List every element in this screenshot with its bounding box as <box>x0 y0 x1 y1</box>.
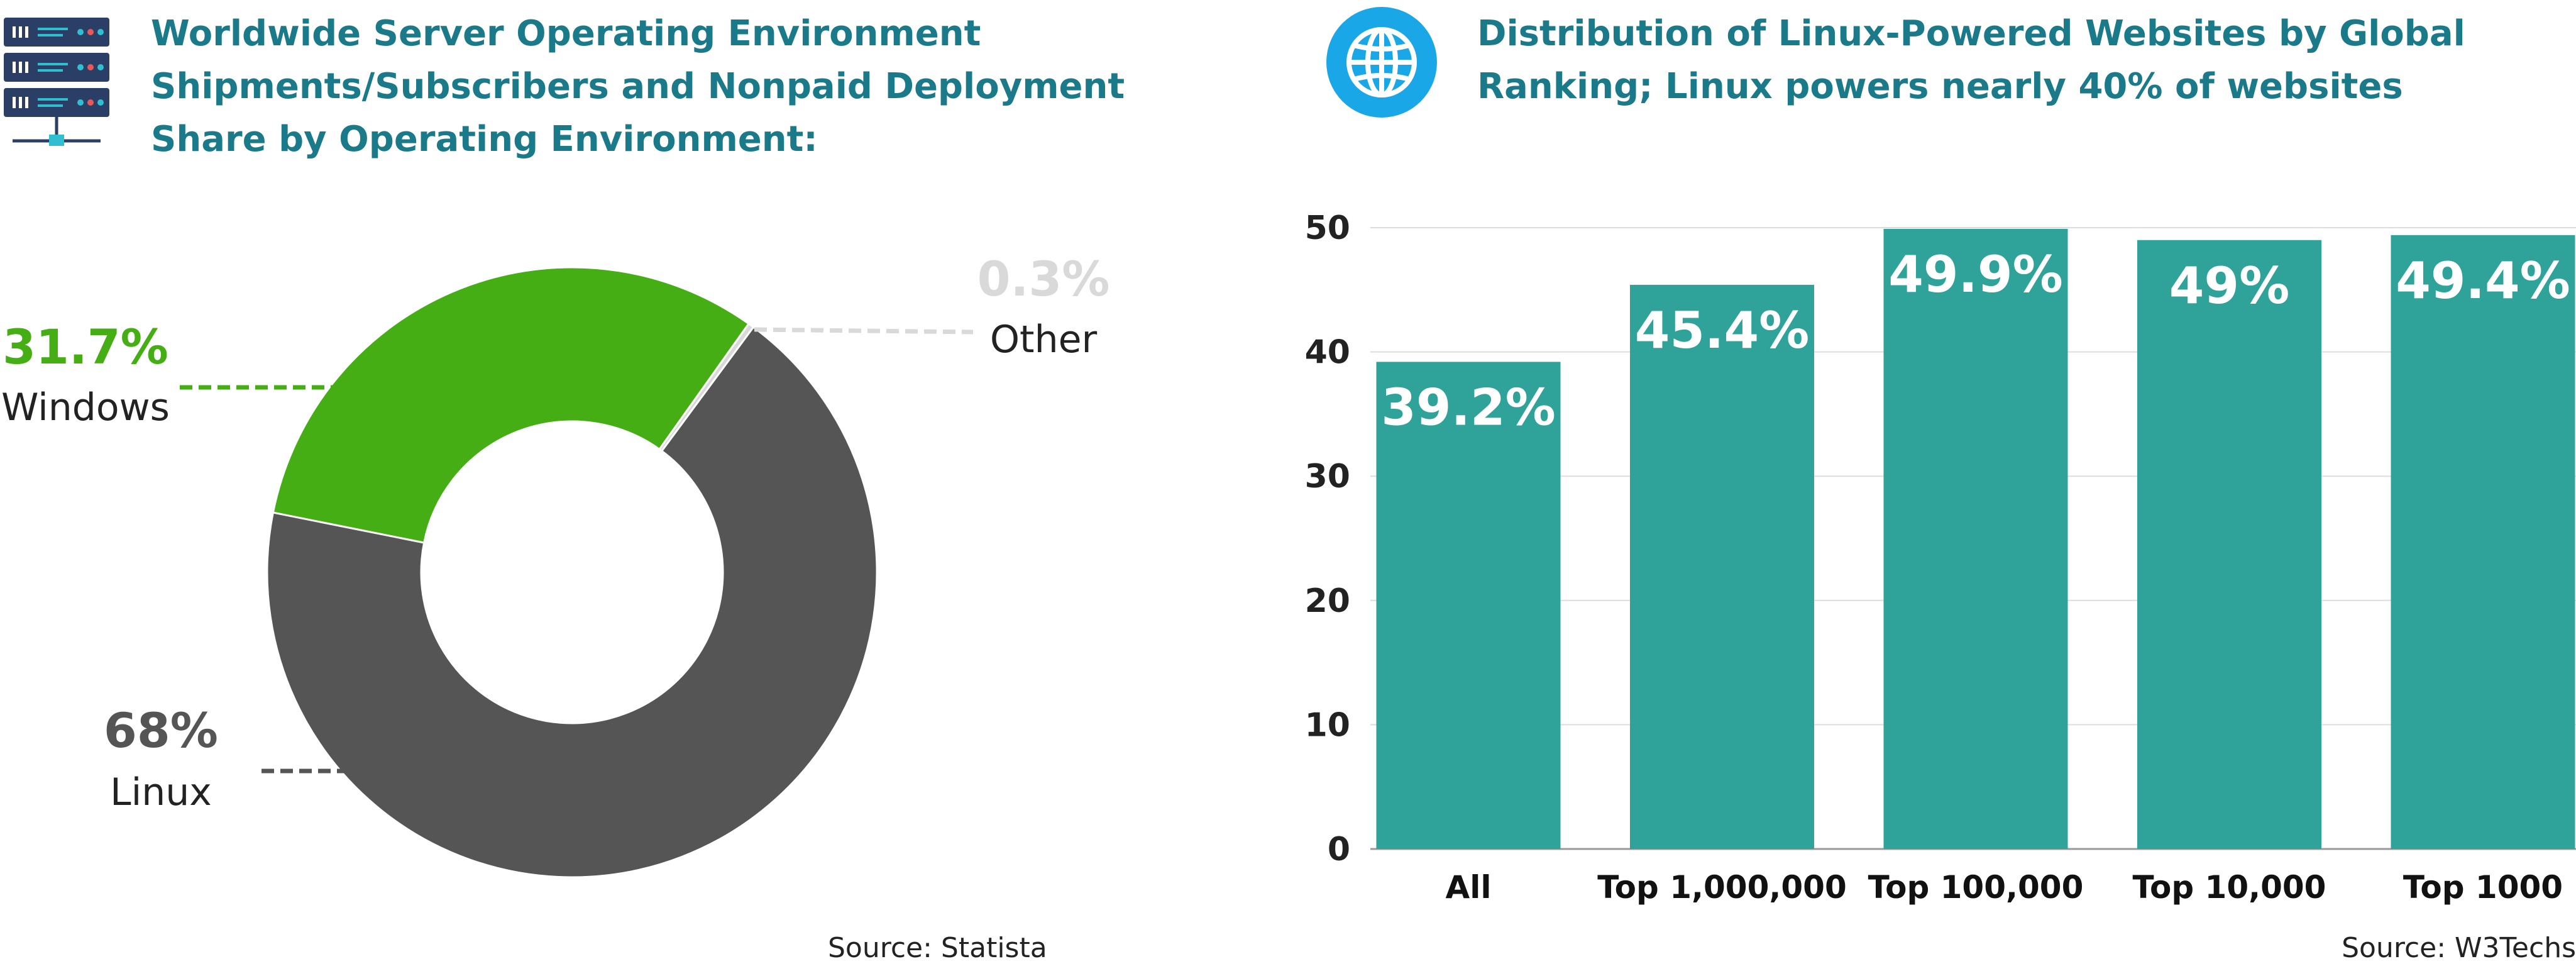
right-title-line-2: Ranking; Linux powers nearly 40% of webs… <box>1477 66 2403 107</box>
donut-slice-windows <box>272 266 751 544</box>
y-tick-label: 0 <box>1328 831 1350 868</box>
bar-data-label: 39.2% <box>1381 378 1556 436</box>
right-title-line-1: Distribution of Linux-Powered Websites b… <box>1477 13 2465 54</box>
x-tick-label: Top 100,000 <box>1868 869 2084 906</box>
globe-icon <box>1326 7 1437 118</box>
bar <box>1376 362 1561 849</box>
server-rack-icon <box>4 18 109 146</box>
bar-data-label: 49% <box>2169 257 2289 315</box>
donut-chart: 68% Linux 31.7% Windows 0.3% Other <box>1 251 1110 879</box>
bar <box>1630 284 1814 849</box>
slice-category-label-linux: Linux <box>110 770 212 814</box>
y-tick-label: 30 <box>1305 458 1350 496</box>
x-tick-label: Top 1,000,000 <box>1597 869 1847 906</box>
bar-data-label: 49.4% <box>2396 252 2570 310</box>
slice-value-label-linux: 68% <box>104 702 218 758</box>
slice-value-label-windows: 31.7% <box>3 319 168 375</box>
left-title-line-1: Worldwide Server Operating Environment <box>151 13 981 54</box>
leader-line-other <box>754 327 974 335</box>
x-tick-label: Top 10,000 <box>2133 869 2326 906</box>
slice-value-label-other: 0.3% <box>977 251 1110 307</box>
y-tick-label: 40 <box>1305 334 1350 372</box>
donut-slice-linux <box>266 326 878 879</box>
slice-category-label-other: Other <box>990 318 1098 362</box>
left-chart-title: Worldwide Server Operating Environment S… <box>151 8 1131 166</box>
bar <box>2137 240 2321 849</box>
x-tick-label: All <box>1446 869 1492 906</box>
y-tick-label: 10 <box>1305 706 1350 744</box>
right-source-note: Source: W3Techs <box>2342 932 2576 964</box>
bar-data-label: 49.9% <box>1888 245 2063 304</box>
right-chart-title: Distribution of Linux-Powered Websites b… <box>1477 8 2546 113</box>
left-title-line-2: Shipments/Subscribers and Nonpaid Deploy… <box>151 66 1125 107</box>
bar-chart: 0 10 20 30 40 50 39.2% All 45.4% Top 1,000,000 49.… <box>1305 209 2576 906</box>
x-tick-label: Top 1000 <box>2403 869 2563 906</box>
slice-category-label-windows: Windows <box>1 385 170 430</box>
left-source-note: Source: Statista <box>828 932 1047 964</box>
bar <box>1883 228 2068 849</box>
donut-slice-other <box>658 322 755 453</box>
y-tick-label: 50 <box>1305 209 1350 247</box>
y-tick-label: 20 <box>1305 582 1350 620</box>
bar <box>2391 235 2575 850</box>
bar-data-label: 45.4% <box>1635 301 1810 360</box>
left-title-line-3: Share by Operating Environment: <box>151 119 818 160</box>
